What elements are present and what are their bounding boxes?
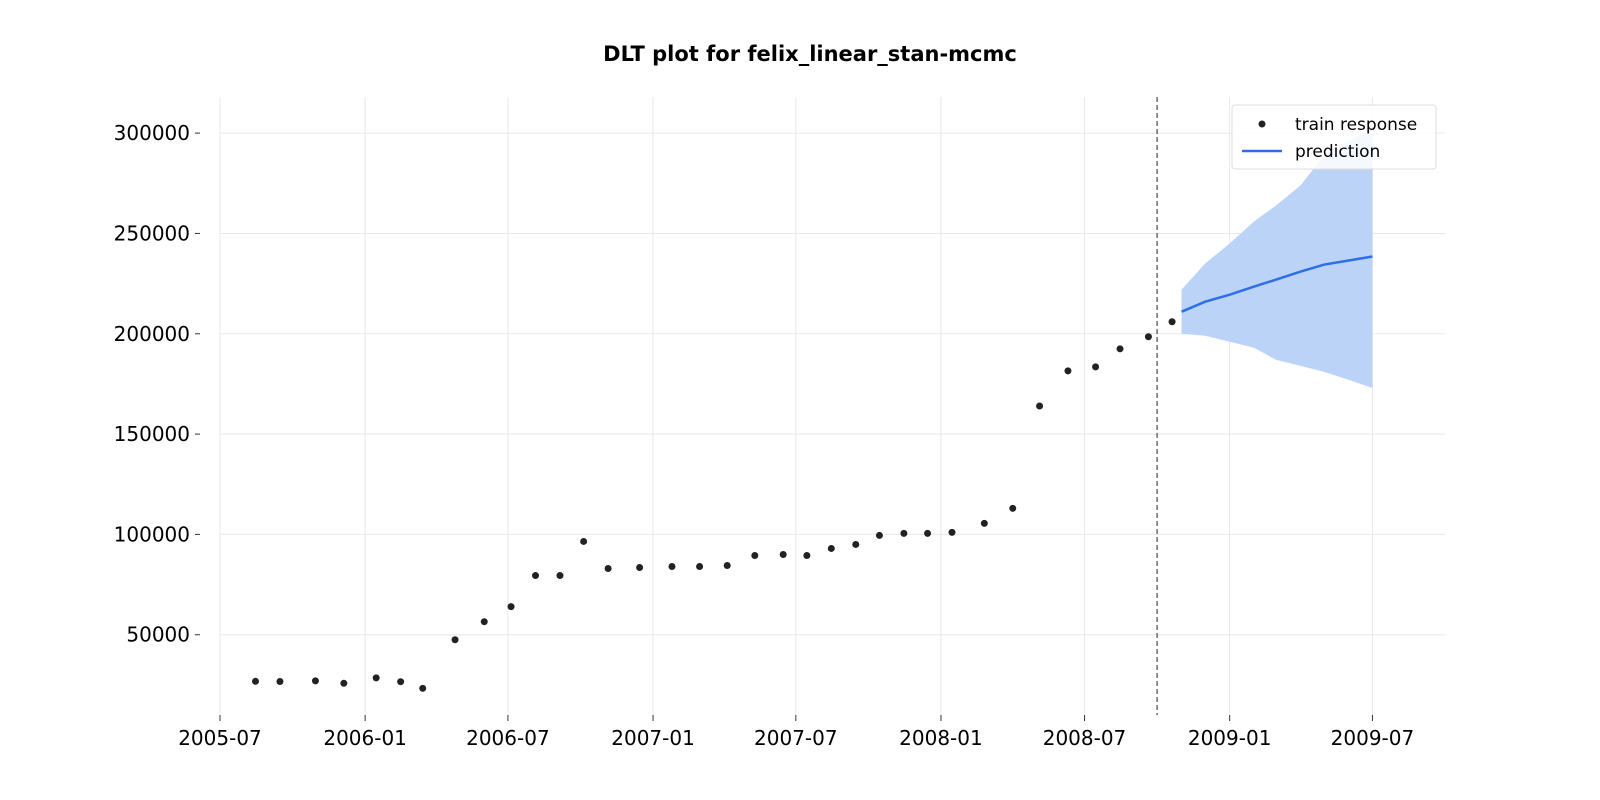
legend-train-label: train response xyxy=(1295,115,1417,135)
gridlines xyxy=(219,97,1445,715)
prediction-interval-band xyxy=(1181,129,1373,388)
train-response-point xyxy=(251,677,259,685)
x-tick-label: 2008-07 xyxy=(1043,726,1127,750)
train-response-point xyxy=(1009,504,1017,512)
x-tick-label: 2006-01 xyxy=(323,726,407,750)
y-tick-label: 50000 xyxy=(126,623,190,647)
legend: train response prediction xyxy=(1231,104,1437,170)
x-tick-label: 2008-01 xyxy=(899,726,983,750)
train-response-point xyxy=(900,529,908,537)
train-response-point xyxy=(311,677,319,685)
train-response-point xyxy=(803,551,811,559)
train-response-point xyxy=(924,529,932,537)
train-response-point xyxy=(604,565,612,573)
train-response-point xyxy=(276,677,284,685)
train-response-point xyxy=(451,636,459,644)
train-response-point xyxy=(480,618,488,626)
y-axis: 50000 100000 150000 200000 250000 300000 xyxy=(114,121,200,647)
train-response-point xyxy=(1168,318,1176,326)
prediction-line-layer xyxy=(1181,255,1373,313)
x-tick-label: 2006-07 xyxy=(466,726,550,750)
train-response-point xyxy=(668,563,676,571)
train-response-point xyxy=(532,572,540,580)
train-response-point xyxy=(636,564,644,572)
train-response-point xyxy=(340,679,348,687)
train-response-point xyxy=(1144,333,1152,341)
x-tick-label: 2009-07 xyxy=(1331,726,1415,750)
train-response-point xyxy=(1036,402,1044,410)
train-points-layer xyxy=(251,318,1176,692)
y-tick-label: 100000 xyxy=(114,522,190,546)
legend-box xyxy=(1231,104,1437,170)
train-response-point xyxy=(419,684,427,692)
train-response-point xyxy=(372,674,380,682)
train-response-point xyxy=(875,531,883,539)
prediction-line xyxy=(1181,255,1373,313)
train-response-point xyxy=(779,550,787,558)
train-response-point xyxy=(723,562,731,570)
train-response-point xyxy=(751,551,759,559)
y-tick-label: 300000 xyxy=(114,121,190,145)
y-tick-label: 150000 xyxy=(114,422,190,446)
train-response-point xyxy=(696,563,704,571)
train-response-point xyxy=(980,519,988,527)
train-response-point xyxy=(827,544,835,552)
x-tick-label: 2007-01 xyxy=(611,726,695,750)
train-response-point xyxy=(1092,363,1100,371)
prediction-band-layer xyxy=(1181,129,1373,388)
y-tick-label: 250000 xyxy=(114,221,190,245)
x-tick-label: 2005-07 xyxy=(178,726,262,750)
train-response-point xyxy=(397,678,405,686)
chart-title: DLT plot for felix_linear_stan-mcmc xyxy=(603,42,1017,66)
train-response-point xyxy=(948,528,956,536)
legend-prediction-label: prediction xyxy=(1295,142,1380,162)
train-response-point xyxy=(556,572,564,580)
train-response-point xyxy=(1116,345,1124,353)
y-tick-label: 200000 xyxy=(114,322,190,346)
train-response-point xyxy=(1064,367,1072,375)
train-response-point xyxy=(852,540,860,548)
x-tick-label: 2009-01 xyxy=(1188,726,1272,750)
legend-train-marker xyxy=(1258,120,1266,128)
x-tick-label: 2007-07 xyxy=(754,726,838,750)
train-response-point xyxy=(580,537,588,545)
x-axis: 2005-07 2006-01 2006-07 2007-01 2007-07 2008-… xyxy=(178,715,1414,750)
train-response-point xyxy=(507,603,515,611)
